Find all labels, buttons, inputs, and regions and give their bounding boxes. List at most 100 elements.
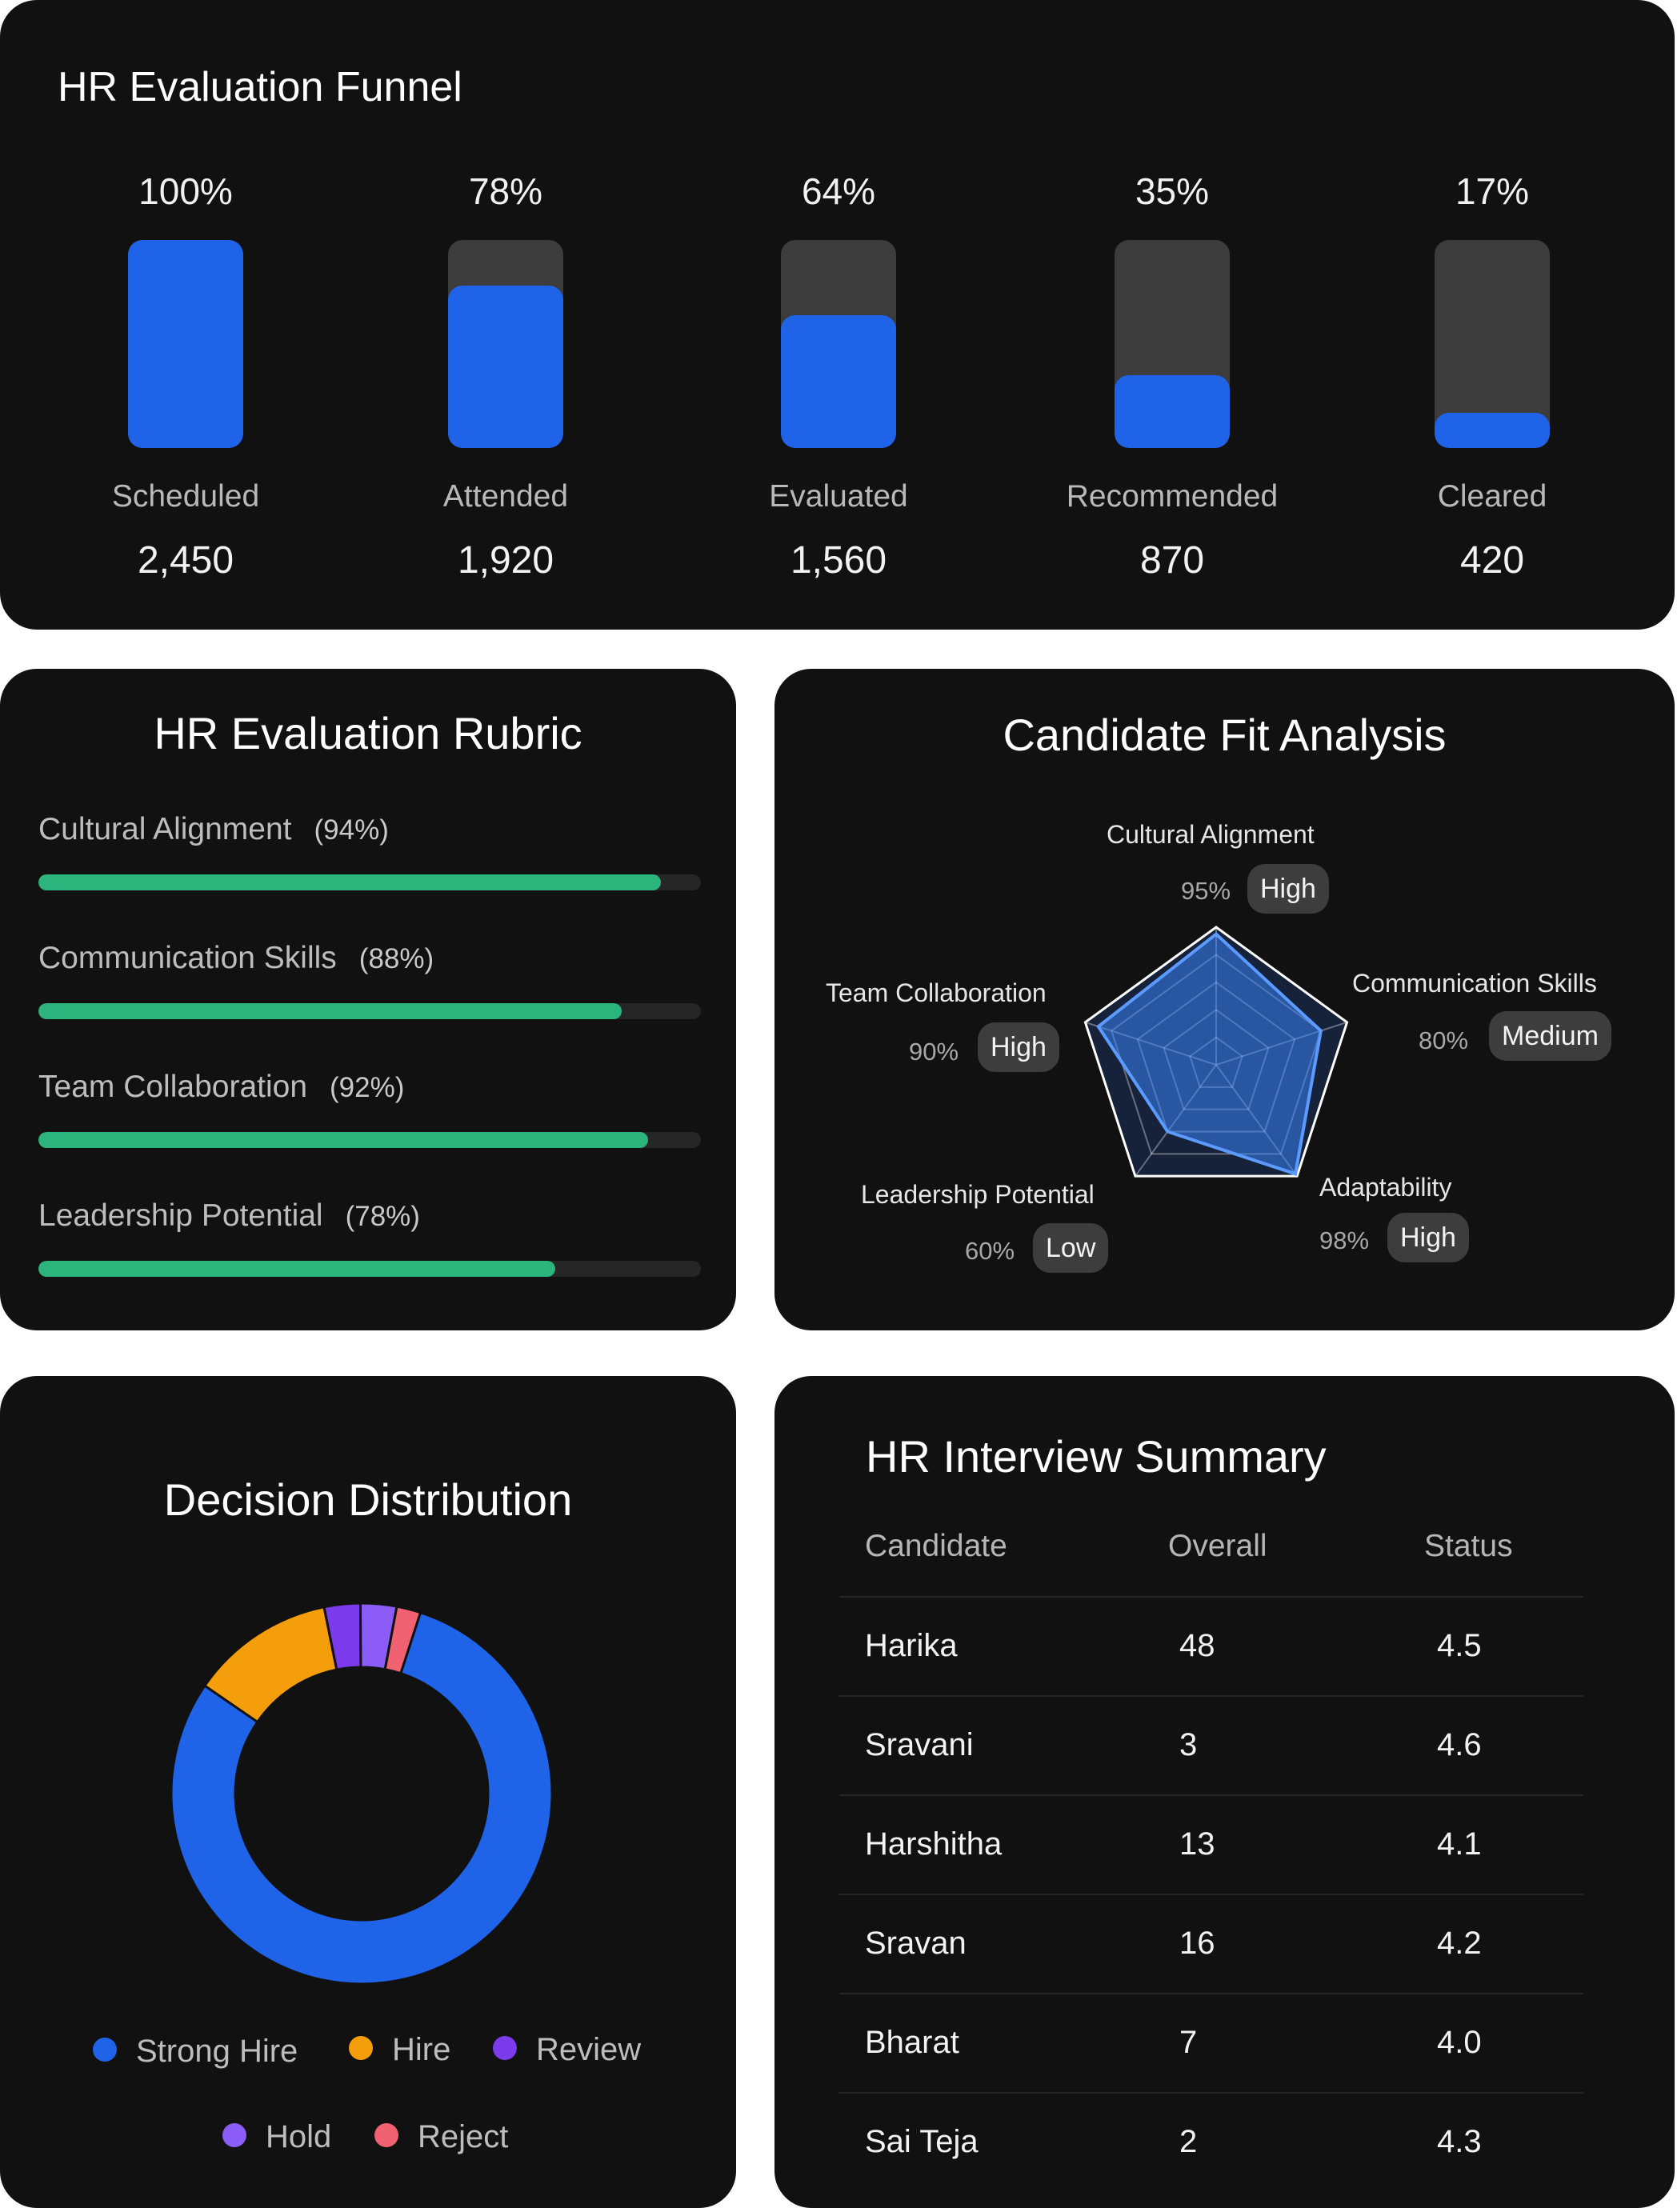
status-value: 4.5 — [1437, 1628, 1482, 1663]
candidate-name: Harika — [865, 1628, 958, 1663]
funnel-stage-label: Cleared — [1437, 479, 1547, 514]
overall-value: 7 — [1179, 2025, 1198, 2060]
overall-value: 16 — [1179, 1926, 1215, 1961]
rubric-bar-track — [38, 874, 701, 890]
overall-value: 3 — [1179, 1727, 1198, 1762]
funnel-count: 1,920 — [457, 539, 554, 582]
legend-label: Hire — [392, 2032, 451, 2067]
overall-value: 2 — [1179, 2124, 1198, 2159]
candidate-name: Sai Teja — [865, 2124, 979, 2159]
funnel-bar-track — [1435, 240, 1550, 448]
candidate-name: Bharat — [865, 2025, 959, 2060]
legend-dot — [374, 2123, 398, 2148]
radar-axis-label: Team Collaboration — [826, 978, 1047, 1007]
rubric-item-communication-skills: Communication Skills (88%) — [38, 940, 701, 1036]
candidate-name: Harshitha — [865, 1826, 1003, 1862]
status-value: 4.0 — [1437, 2025, 1482, 2060]
table-row[interactable]: Sravani 3 4.6 — [839, 1695, 1583, 1796]
rubric-bar-track — [38, 1132, 701, 1148]
radar-axis-percent: 60% — [965, 1237, 1015, 1265]
radar-axis-label: Communication Skills — [1352, 969, 1597, 998]
rubric-label: Team Collaboration — [38, 1070, 308, 1104]
overall-value: 48 — [1179, 1628, 1215, 1663]
rubric-bar-fill — [38, 1261, 555, 1277]
legend-dot — [93, 2038, 117, 2062]
legend-label: Review — [536, 2032, 642, 2067]
candidate-name: Sravan — [865, 1926, 967, 1961]
fit-title: Candidate Fit Analysis — [1003, 710, 1447, 760]
funnel-bar-track — [781, 240, 896, 448]
rubric-percent: (88%) — [358, 943, 434, 974]
status-value: 4.6 — [1437, 1727, 1482, 1762]
funnel-bar-track — [128, 240, 243, 448]
rubric-title: HR Evaluation Rubric — [154, 708, 582, 758]
funnel-bar-fill — [128, 240, 243, 448]
table-row[interactable]: Harshitha 13 4.1 — [839, 1794, 1583, 1895]
legend-dot — [493, 2036, 517, 2061]
level-badge: High — [978, 1022, 1059, 1072]
rubric-item-cultural-alignment: Cultural Alignment (94%) — [38, 811, 701, 907]
legend-item-strong-hire: Strong Hire — [93, 2032, 298, 2070]
fit-analysis-card: Candidate Fit Analysis Cultural Alignmen… — [774, 669, 1675, 1330]
decision-distribution-card: Decision Distribution Strong Hire Hire R… — [0, 1376, 736, 2208]
legend-item-review: Review — [493, 2030, 641, 2069]
funnel-percent: 35% — [1135, 170, 1210, 212]
funnel-percent: 64% — [801, 170, 876, 212]
table-row[interactable]: Sai Teja 2 4.3 — [839, 2092, 1583, 2193]
donut-slice-strong-hire — [170, 1610, 554, 1986]
summary-title: HR Interview Summary — [866, 1431, 1327, 1482]
radar-axis-percent: 98% — [1319, 1226, 1370, 1254]
radar-axis-label: Adaptability — [1319, 1173, 1452, 1202]
rubric-bar-fill — [38, 1132, 648, 1148]
rubric-bar-fill — [38, 874, 662, 890]
funnel-count: 1,560 — [790, 539, 887, 582]
level-badge: Low — [1033, 1223, 1109, 1273]
funnel-stage-label: Evaluated — [769, 479, 908, 514]
status-value: 4.1 — [1437, 1826, 1482, 1862]
table-row[interactable]: Sravan 16 4.2 — [839, 1894, 1583, 1994]
column-header-candidate: Candidate — [865, 1529, 1007, 1563]
radar-axis-percent: 80% — [1419, 1026, 1469, 1054]
funnel-stage-label: Attended — [442, 479, 569, 514]
funnel-percent: 100% — [138, 170, 233, 212]
rubric-card: HR Evaluation Rubric Cultural Alignment (… — [0, 669, 736, 1330]
radar-axis-label: Leadership Potential — [861, 1180, 1095, 1209]
rubric-label: Cultural Alignment — [38, 812, 292, 846]
table-row[interactable]: Harika 48 4.5 — [839, 1596, 1583, 1697]
rubric-percent: (78%) — [345, 1201, 420, 1232]
funnel-stage-label: Scheduled — [111, 479, 260, 514]
status-value: 4.3 — [1437, 2124, 1482, 2159]
status-value: 4.2 — [1437, 1926, 1482, 1961]
radar-axis-label: Cultural Alignment — [1107, 820, 1315, 849]
legend-label: Hold — [266, 2119, 332, 2154]
column-header-overall: Overall — [1168, 1529, 1267, 1563]
funnel-bar-track — [1115, 240, 1230, 448]
funnel-stage-label: Recommended — [1066, 479, 1279, 514]
level-badge: Medium — [1489, 1011, 1611, 1061]
radar-data-area — [1096, 931, 1323, 1176]
donut-chart — [170, 1602, 554, 1986]
column-header-status: Status — [1424, 1529, 1513, 1563]
rubric-item-leadership-potential: Leadership Potential (78%) — [38, 1198, 701, 1294]
level-badge: High — [1247, 864, 1329, 914]
funnel-card: HR Evaluation Funnel 100% Scheduled 2,45… — [0, 0, 1675, 630]
radar-axis-percent: 95% — [1181, 877, 1231, 905]
table-row[interactable]: Bharat 7 4.0 — [839, 1993, 1583, 2094]
funnel-bar-fill — [1435, 412, 1550, 448]
funnel-bar-fill — [448, 286, 563, 448]
funnel-count: 2,450 — [137, 539, 234, 582]
rubric-label: Leadership Potential — [38, 1198, 323, 1233]
legend-label: Strong Hire — [136, 2034, 298, 2069]
rubric-label: Communication Skills — [38, 941, 337, 975]
radar-chart — [1083, 926, 1349, 1178]
legend-label: Reject — [418, 2119, 509, 2154]
decision-title: Decision Distribution — [163, 1474, 573, 1525]
legend-dot — [349, 2036, 373, 2061]
rubric-percent: (94%) — [314, 814, 389, 846]
rubric-bar-fill — [38, 1003, 622, 1019]
legend-item-reject: Reject — [374, 2118, 508, 2156]
funnel-count: 420 — [1459, 539, 1525, 582]
rubric-percent: (92%) — [330, 1072, 405, 1103]
funnel-count: 870 — [1139, 539, 1205, 582]
legend-item-hire: Hire — [349, 2030, 450, 2069]
